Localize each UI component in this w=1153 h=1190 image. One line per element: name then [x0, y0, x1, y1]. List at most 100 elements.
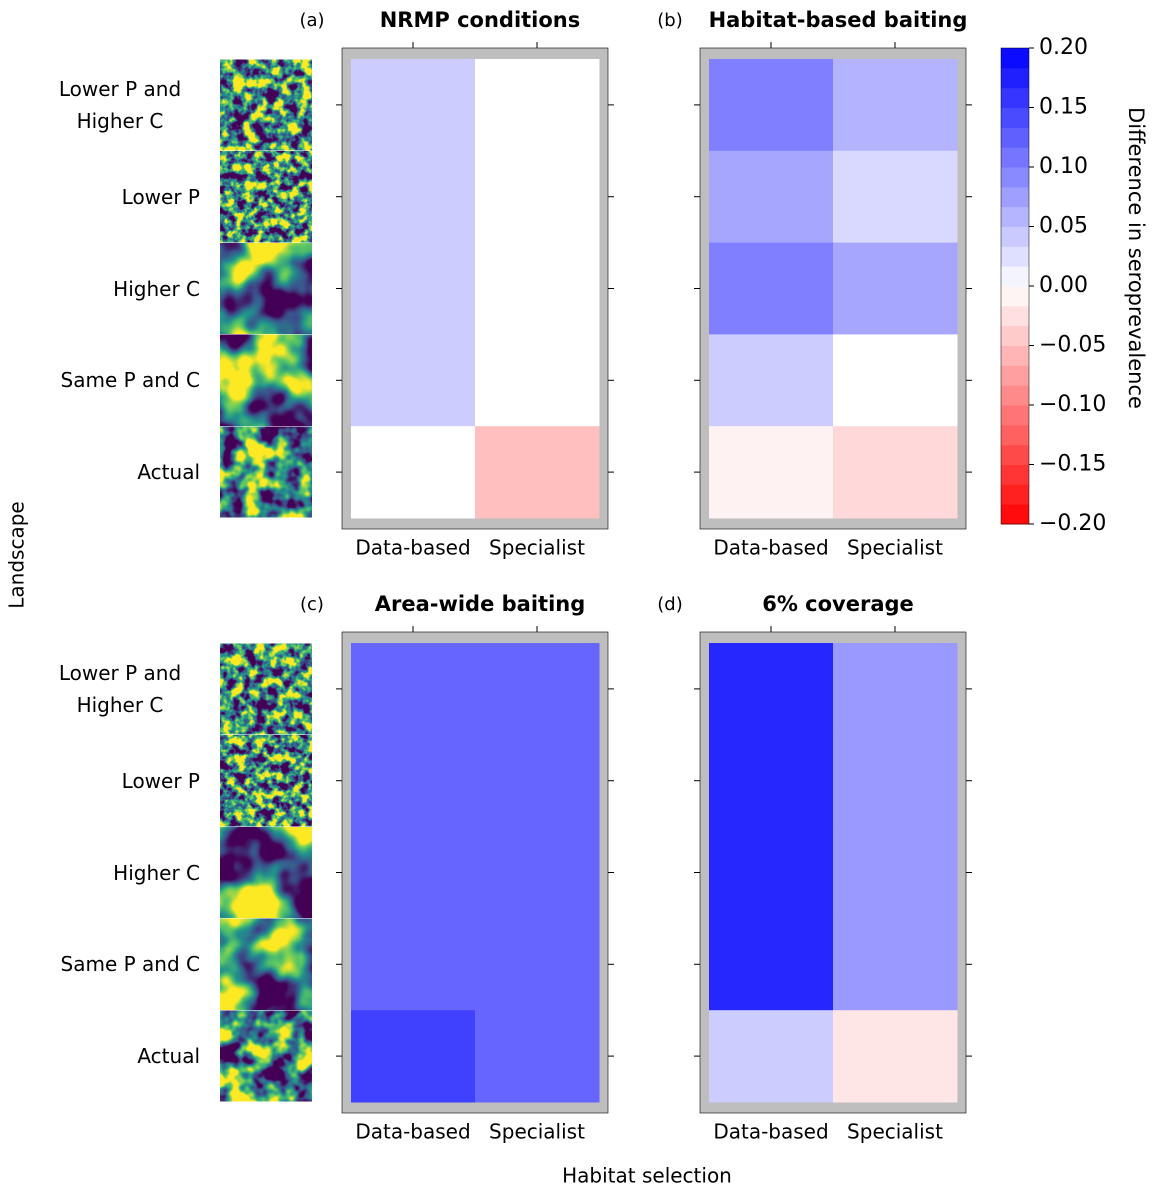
heatmap-cell	[351, 334, 476, 426]
heatmap-cell	[709, 918, 834, 1010]
landscape-thumbnail	[220, 427, 312, 518]
y-tick-label: Lower P	[122, 181, 200, 213]
colorbar-band	[1001, 207, 1029, 227]
colorbar-band	[1001, 187, 1029, 207]
colorbar-band	[1001, 365, 1029, 385]
landscape-thumbnail	[220, 151, 312, 242]
landscape-thumbnail	[220, 60, 312, 151]
y-tick-label: Actual	[137, 456, 200, 488]
panel-label: (b)	[657, 10, 682, 31]
colorbar-tick-label: −0.20	[1039, 511, 1106, 536]
heatmap-cell	[475, 334, 600, 426]
colorbar-band	[1001, 445, 1029, 465]
heatmap-cell	[709, 827, 834, 919]
heatmap-cell	[351, 243, 476, 335]
y-tick-label: Same P and C	[61, 364, 200, 396]
colorbar-band	[1001, 286, 1029, 306]
heatmap-cell	[833, 151, 958, 243]
heatmap-cell	[833, 643, 958, 735]
x-tick-label: Data-based	[355, 536, 470, 560]
colorbar-band	[1001, 266, 1029, 286]
landscape-thumbnail	[220, 335, 312, 426]
heatmap-cell	[475, 59, 600, 151]
x-tick-label: Specialist	[847, 536, 943, 560]
page: Landscape Habitat selection Difference i…	[0, 0, 1153, 1190]
colorbar-band	[1001, 504, 1029, 524]
landscape-thumbnail	[220, 827, 312, 918]
heatmap-cell	[351, 1010, 476, 1102]
colorbar-tick-label: −0.10	[1039, 392, 1106, 417]
panel-label: (a)	[299, 10, 324, 31]
landscape-thumbnail	[220, 1011, 312, 1102]
colorbar-band	[1001, 484, 1029, 504]
colorbar-band	[1001, 385, 1029, 405]
colorbar-tick-label: 0.05	[1039, 214, 1088, 239]
panel-title: Habitat-based baiting	[709, 8, 968, 32]
colorbar-band	[1001, 147, 1029, 167]
y-tick-label: Lower P and Higher C	[40, 657, 200, 721]
panel-label: (d)	[657, 594, 682, 615]
heatmap-cell	[351, 59, 476, 151]
heatmap-cell	[351, 151, 476, 243]
heatmap-cell	[833, 1010, 958, 1102]
colorbar-tick-label: 0.00	[1039, 273, 1088, 298]
y-tick-label: Higher C	[113, 273, 200, 305]
heatmap-cell	[475, 243, 600, 335]
heatmap-cell	[709, 735, 834, 827]
colorbar-tick-label: 0.15	[1039, 95, 1088, 120]
landscape-thumbnail	[220, 644, 312, 735]
colorbar-band	[1001, 465, 1029, 485]
colorbar-band	[1001, 246, 1029, 266]
heatmap-cell	[475, 735, 600, 827]
y-tick-label: Higher C	[113, 857, 200, 889]
colorbar-band	[1001, 326, 1029, 346]
colorbar-band	[1001, 425, 1029, 445]
colorbar-tick-label: −0.15	[1039, 452, 1106, 477]
colorbar-tick-label: 0.20	[1039, 35, 1088, 60]
heatmap-cell	[475, 426, 600, 518]
x-tick-label: Specialist	[489, 536, 585, 560]
heatmap-cell	[475, 918, 600, 1010]
heatmap-cell	[709, 334, 834, 426]
colorbar-band	[1001, 88, 1029, 108]
colorbar-band	[1001, 405, 1029, 425]
heatmap-cell	[833, 243, 958, 335]
heatmap-cell	[833, 735, 958, 827]
heatmap-cell	[475, 827, 600, 919]
heatmap-cell	[709, 1010, 834, 1102]
colorbar-band	[1001, 108, 1029, 128]
colorbar-band	[1001, 346, 1029, 366]
heatmap-cell	[475, 643, 600, 735]
y-tick-label: Same P and C	[61, 948, 200, 980]
x-tick-label: Specialist	[847, 1120, 943, 1144]
x-tick-label: Data-based	[355, 1120, 470, 1144]
x-tick-label: Specialist	[489, 1120, 585, 1144]
heatmap-cell	[833, 827, 958, 919]
panel-title: 6% coverage	[762, 592, 914, 616]
landscape-thumbnail	[220, 919, 312, 1010]
heatmap-cell	[709, 151, 834, 243]
colorbar-band	[1001, 306, 1029, 326]
heatmap-cell	[833, 59, 958, 151]
colorbar-band	[1001, 127, 1029, 147]
colorbar-tick-label: 0.10	[1039, 154, 1088, 179]
heatmap-cell	[709, 59, 834, 151]
y-tick-label: Actual	[137, 1040, 200, 1072]
x-axis-label: Habitat selection	[562, 1164, 732, 1188]
colorbar-band	[1001, 68, 1029, 88]
heatmap-cell	[709, 243, 834, 335]
panel-title: Area-wide baiting	[375, 592, 586, 616]
colorbar-band	[1001, 167, 1029, 187]
panel-title: NRMP conditions	[380, 8, 581, 32]
heatmap-cell	[475, 151, 600, 243]
heatmap-cell	[351, 827, 476, 919]
heatmap-cell	[833, 918, 958, 1010]
heatmap-cell	[351, 735, 476, 827]
panel-label: (c)	[300, 594, 324, 615]
colorbar-label: Difference in seroprevalence	[1124, 107, 1148, 409]
heatmap-cell	[833, 426, 958, 518]
heatmap-cell	[709, 426, 834, 518]
x-tick-label: Data-based	[713, 536, 828, 560]
heatmap-cell	[833, 334, 958, 426]
heatmap-cell	[351, 643, 476, 735]
